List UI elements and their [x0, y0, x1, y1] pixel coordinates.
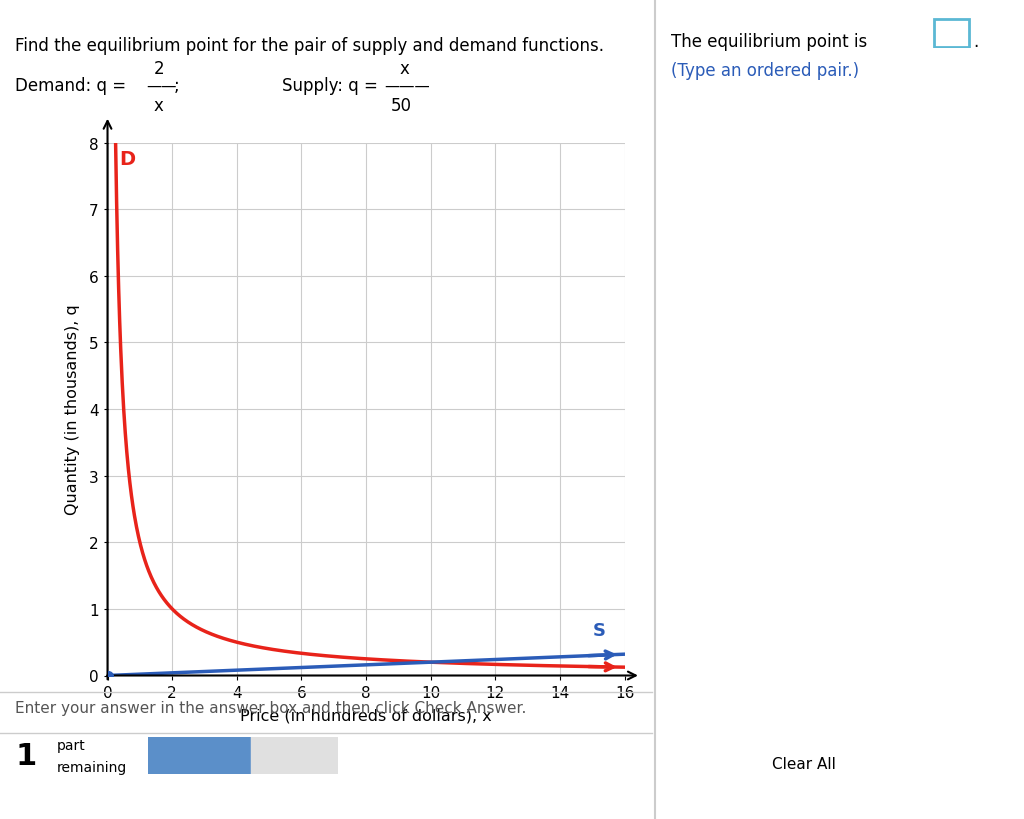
Text: ;: ;	[174, 77, 180, 95]
Text: ——: ——	[146, 79, 177, 93]
Text: x: x	[399, 60, 410, 78]
Text: 50: 50	[391, 97, 412, 115]
Text: D: D	[119, 150, 135, 169]
FancyBboxPatch shape	[934, 20, 969, 48]
Text: ———: ———	[384, 79, 430, 93]
FancyBboxPatch shape	[133, 734, 251, 777]
Text: Supply: q =: Supply: q =	[282, 77, 378, 95]
Text: Demand: q =: Demand: q =	[15, 77, 127, 95]
Y-axis label: Quantity (in thousands), q: Quantity (in thousands), q	[66, 304, 81, 515]
FancyBboxPatch shape	[731, 739, 877, 789]
FancyBboxPatch shape	[133, 734, 353, 777]
Text: Clear All: Clear All	[772, 756, 836, 771]
Text: (Type an ordered pair.): (Type an ordered pair.)	[671, 62, 859, 80]
Text: remaining: remaining	[56, 759, 127, 774]
Text: part: part	[56, 738, 85, 753]
X-axis label: Price (in hundreds of dollars), x: Price (in hundreds of dollars), x	[241, 708, 492, 723]
Text: S: S	[592, 621, 605, 639]
Text: 1: 1	[15, 740, 37, 770]
Text: The equilibrium point is: The equilibrium point is	[671, 33, 867, 51]
Text: .: .	[973, 33, 978, 51]
Text: Find the equilibrium point for the pair of supply and demand functions.: Find the equilibrium point for the pair …	[15, 37, 604, 55]
Text: x: x	[154, 97, 164, 115]
Text: 2: 2	[154, 60, 164, 78]
Text: Enter your answer in the answer box and then click Check Answer.: Enter your answer in the answer box and …	[15, 700, 526, 715]
